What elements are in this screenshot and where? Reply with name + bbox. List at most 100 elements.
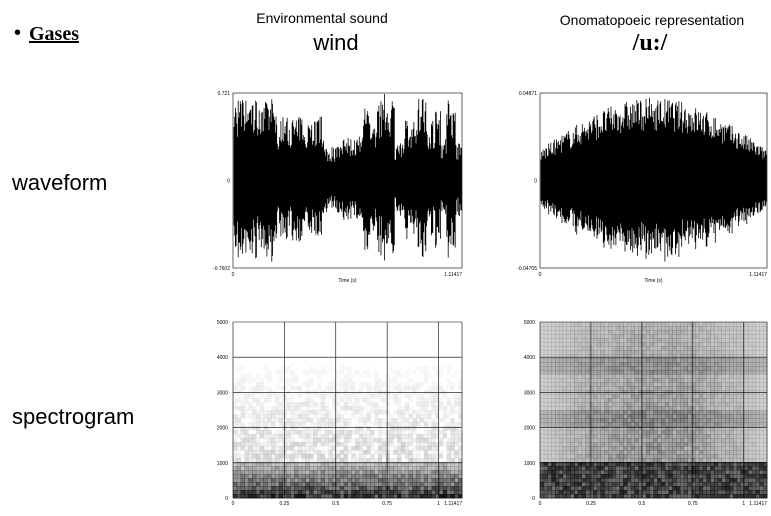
- spectrogram-cell: [348, 458, 352, 462]
- spectrogram-cell: [283, 426, 287, 430]
- spectrogram-cell: [548, 422, 552, 426]
- spectrogram-cell: [729, 354, 733, 358]
- spectrogram-cell: [309, 378, 313, 382]
- spectrogram-cell: [582, 398, 586, 402]
- spectrogram-cell: [725, 410, 729, 414]
- spectrogram-cell: [420, 406, 424, 410]
- spectrogram-cell: [390, 422, 394, 426]
- spectrogram-cell: [759, 394, 763, 398]
- spectrogram-cell: [604, 478, 608, 482]
- spectrogram-cell: [309, 450, 313, 454]
- spectrogram-cell: [367, 450, 371, 454]
- spectrogram-cell: [620, 486, 624, 490]
- spectrogram-cell: [688, 406, 692, 410]
- spectrogram-cell: [563, 438, 567, 442]
- spectrogram-cell: [714, 378, 718, 382]
- spectrogram-cell: [601, 346, 605, 350]
- spectrogram-cell: [748, 358, 752, 362]
- spectrogram-cell: [428, 446, 432, 450]
- spectrogram-cell: [737, 482, 741, 486]
- spectrogram-cell: [582, 326, 586, 330]
- spectrogram-cell: [684, 430, 688, 434]
- spectrogram-cell: [306, 434, 310, 438]
- spectrogram-cell: [703, 394, 707, 398]
- spectrogram-cell: [313, 482, 317, 486]
- spectrogram-cell: [454, 450, 458, 454]
- spectrogram-cell: [306, 490, 310, 494]
- spectrogram-cell: [744, 402, 748, 406]
- spectrogram-cell: [737, 398, 741, 402]
- spectrogram-cell: [336, 466, 340, 470]
- spectrogram-cell: [298, 442, 302, 446]
- spectrogram-cell: [737, 486, 741, 490]
- spectrogram-cell: [283, 470, 287, 474]
- spectrogram-cell: [620, 378, 624, 382]
- spectrogram-cell: [435, 486, 439, 490]
- spectrogram-cell: [710, 338, 714, 342]
- spectrogram-cell: [574, 410, 578, 414]
- spectrogram-cell: [428, 402, 432, 406]
- spectrogram-cell: [443, 414, 447, 418]
- spectrogram-cell: [540, 458, 544, 462]
- spectrogram-cell: [650, 410, 654, 414]
- spectrogram-cell: [544, 458, 548, 462]
- spectrogram-cell: [623, 378, 627, 382]
- spectrogram-cell: [321, 422, 325, 426]
- spectrogram-cell: [589, 362, 593, 366]
- spectrogram-cell: [582, 402, 586, 406]
- spectrogram-cell: [616, 470, 620, 474]
- spectrogram-cell: [409, 466, 413, 470]
- spectrogram-cell: [241, 410, 245, 414]
- spectrogram-cell: [424, 410, 428, 414]
- spectrogram-cell: [578, 486, 582, 490]
- spectrogram-cell: [752, 382, 756, 386]
- spectrogram-cell: [672, 486, 676, 490]
- spectrogram-cell: [351, 410, 355, 414]
- spectrogram-cell: [759, 438, 763, 442]
- spectrogram-cell: [695, 418, 699, 422]
- spectrogram-cell: [551, 438, 555, 442]
- spectrogram-cell: [631, 338, 635, 342]
- spectrogram-cell: [748, 422, 752, 426]
- spectrogram-cell: [597, 354, 601, 358]
- spectrogram-cell: [672, 454, 676, 458]
- spectrogram-cell: [397, 402, 401, 406]
- spectrogram-cell: [669, 358, 673, 362]
- spectrogram-cell: [344, 410, 348, 414]
- spectrogram-cell: [722, 470, 726, 474]
- spectrogram-cell: [233, 470, 237, 474]
- spectrogram-cell: [390, 486, 394, 490]
- spectrogram-cell: [248, 466, 252, 470]
- spectrogram-cell: [378, 446, 382, 450]
- spectrogram-cell: [451, 450, 455, 454]
- spectrogram-cell: [451, 466, 455, 470]
- spectrogram-cell: [604, 378, 608, 382]
- spectrogram-cell: [601, 422, 605, 426]
- spectrogram-cell: [435, 446, 439, 450]
- spectrogram-cell: [267, 410, 271, 414]
- spectrogram-cell: [351, 454, 355, 458]
- spectrogram-cell: [306, 398, 310, 402]
- spectrogram-cell: [699, 398, 703, 402]
- spectrogram-cell: [688, 426, 692, 430]
- spectrogram-cell: [298, 434, 302, 438]
- spectrogram-cell: [275, 410, 279, 414]
- spectrogram-cell: [559, 474, 563, 478]
- spectrogram-cell: [593, 374, 597, 378]
- spectrogram-cell: [363, 470, 367, 474]
- spectrogram-cell: [608, 362, 612, 366]
- spectrogram-cell: [551, 478, 555, 482]
- spectrogram-cell: [409, 378, 413, 382]
- spectrogram-cell: [548, 394, 552, 398]
- spectrogram-cell: [298, 394, 302, 398]
- spectrogram-cell: [582, 374, 586, 378]
- spectrogram-cell: [321, 394, 325, 398]
- spectrogram-cell: [654, 354, 658, 358]
- spectrogram-cell: [714, 366, 718, 370]
- spectrogram-cell: [271, 442, 275, 446]
- spectrogram-cell: [756, 458, 760, 462]
- x-tick-label: 1: [437, 501, 440, 507]
- spectrogram-cell: [601, 410, 605, 414]
- spectrogram-cell: [397, 370, 401, 374]
- spectrogram-cell: [589, 434, 593, 438]
